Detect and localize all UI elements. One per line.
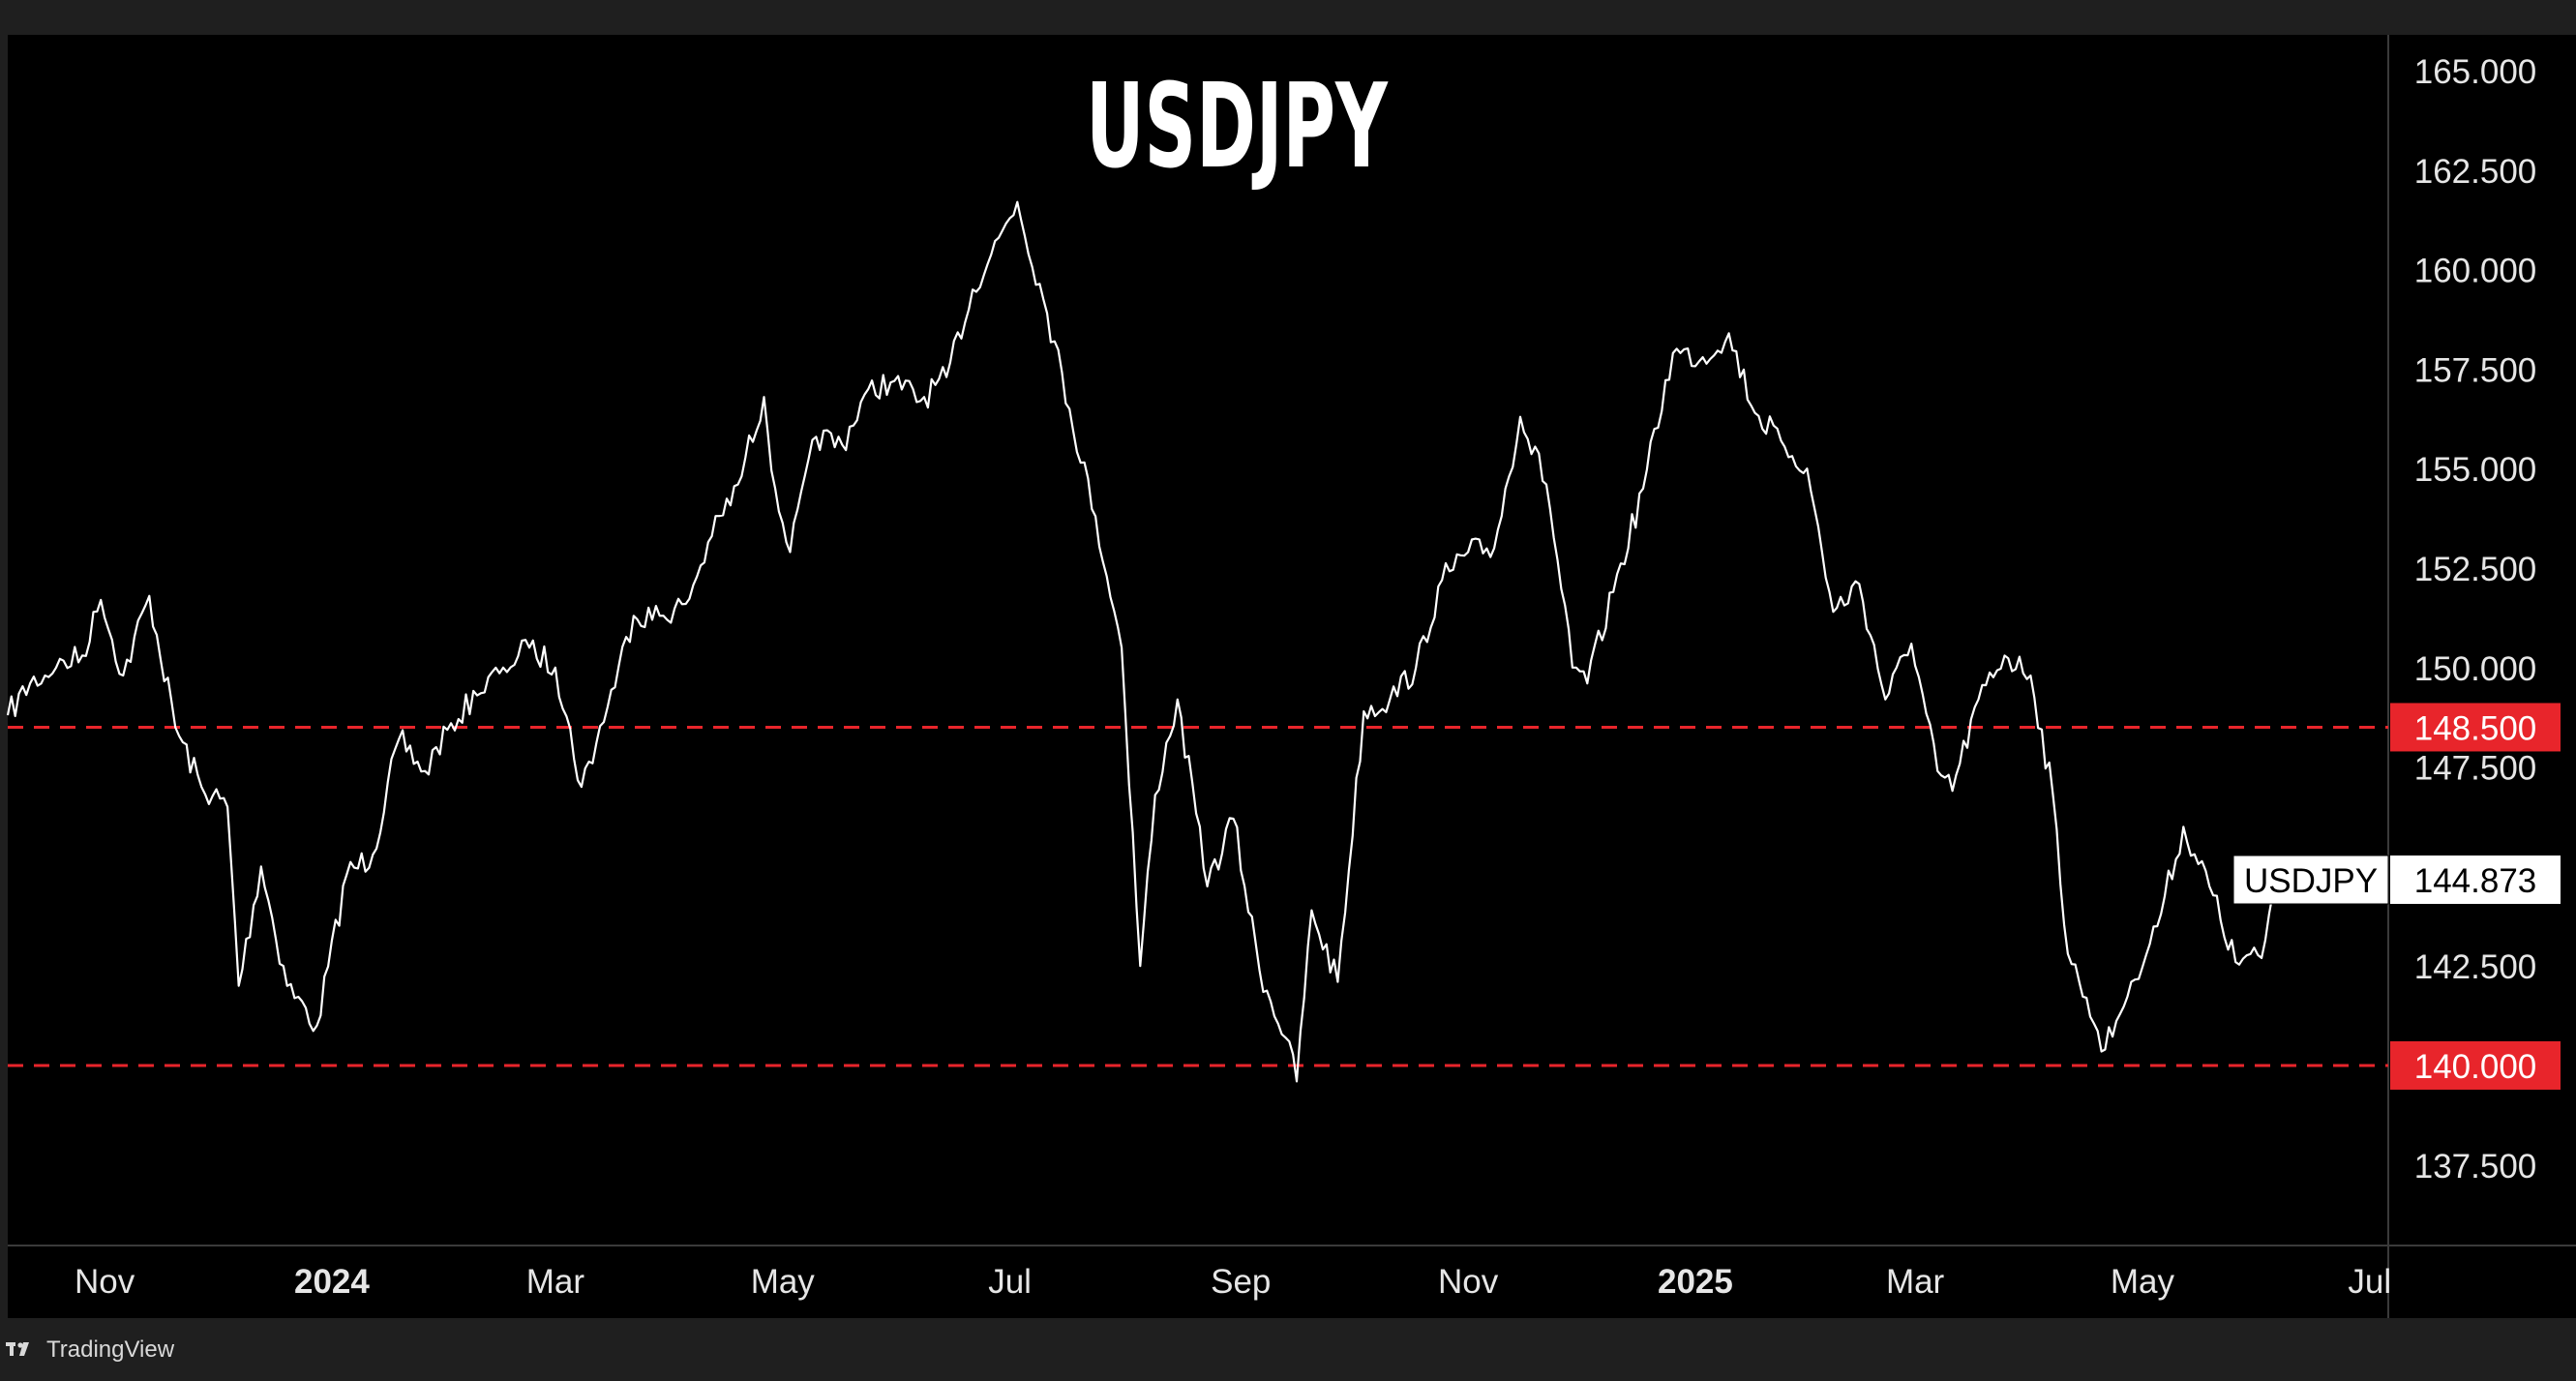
symbol-label-text: USDJPY	[2244, 862, 2378, 900]
y-tick-label-6: 150.000	[2414, 650, 2537, 688]
y-tick-label-0: 165.000	[2414, 53, 2537, 91]
y-tick-label-5: 152.500	[2414, 551, 2537, 588]
y-tick-label-9: 137.500	[2414, 1148, 2537, 1186]
chart-title: USDJPY	[1086, 58, 1389, 195]
y-tick-label-2: 160.000	[2414, 253, 2537, 290]
top-bar	[0, 0, 2576, 35]
last-price-box	[2390, 856, 2561, 904]
last-price-text: 144.873	[2414, 862, 2537, 900]
x-tick-label-0: Nov	[75, 1263, 135, 1301]
symbol-label[interactable]: USDJPY	[2232, 855, 2389, 905]
y-tick-label-1: 162.500	[2414, 153, 2537, 191]
x-tick-label-1: 2024	[294, 1263, 370, 1301]
y-tick-label-4: 155.000	[2414, 451, 2537, 489]
x-tick-label-3: May	[751, 1263, 816, 1301]
tradingview-watermark[interactable]: TradingView	[6, 1336, 175, 1363]
x-tick-label-6: Nov	[1438, 1263, 1499, 1301]
tradingview-brand: TradingView	[46, 1336, 175, 1363]
plot-area[interactable]	[8, 35, 2388, 1245]
level-label-box-0	[2390, 703, 2561, 752]
x-tick-label-2: Mar	[526, 1263, 585, 1301]
level-labels-layer: 148.500 140.000	[2390, 703, 2561, 1090]
time-axis-area[interactable]	[8, 1245, 2576, 1318]
x-tick-label-5: Sep	[1211, 1263, 1271, 1301]
last-price-label[interactable]: 144.873	[2390, 856, 2561, 904]
y-tick-label-7: 147.500	[2414, 750, 2537, 788]
x-tick-label-10: Jul	[2348, 1263, 2391, 1301]
levels-layer	[8, 725, 2388, 1067]
x-ticks-layer: Nov 2024 Mar May Jul Sep Nov 2025 Mar May Jul	[75, 1263, 2391, 1301]
x-tick-label-8: Mar	[1886, 1263, 1945, 1301]
x-tick-label-4: Jul	[988, 1263, 1032, 1301]
price-line	[6, 200, 2278, 1083]
y-tick-label-8: 142.500	[2414, 948, 2537, 986]
symbol-label-box	[2232, 855, 2389, 905]
x-tick-label-7: 2025	[1658, 1263, 1733, 1301]
level-label-box-1	[2390, 1040, 2561, 1090]
y-ticks-layer: 165.000 162.500 160.000 157.500 155.000 152.5…	[2414, 53, 2537, 1186]
level-label-text-0: 148.500	[2414, 709, 2537, 747]
x-tick-label-9: May	[2111, 1263, 2175, 1301]
y-tick-label-3: 157.500	[2414, 351, 2537, 389]
tradingview-logo-icon	[6, 1342, 29, 1356]
level-label-text-1: 140.000	[2414, 1048, 2537, 1086]
